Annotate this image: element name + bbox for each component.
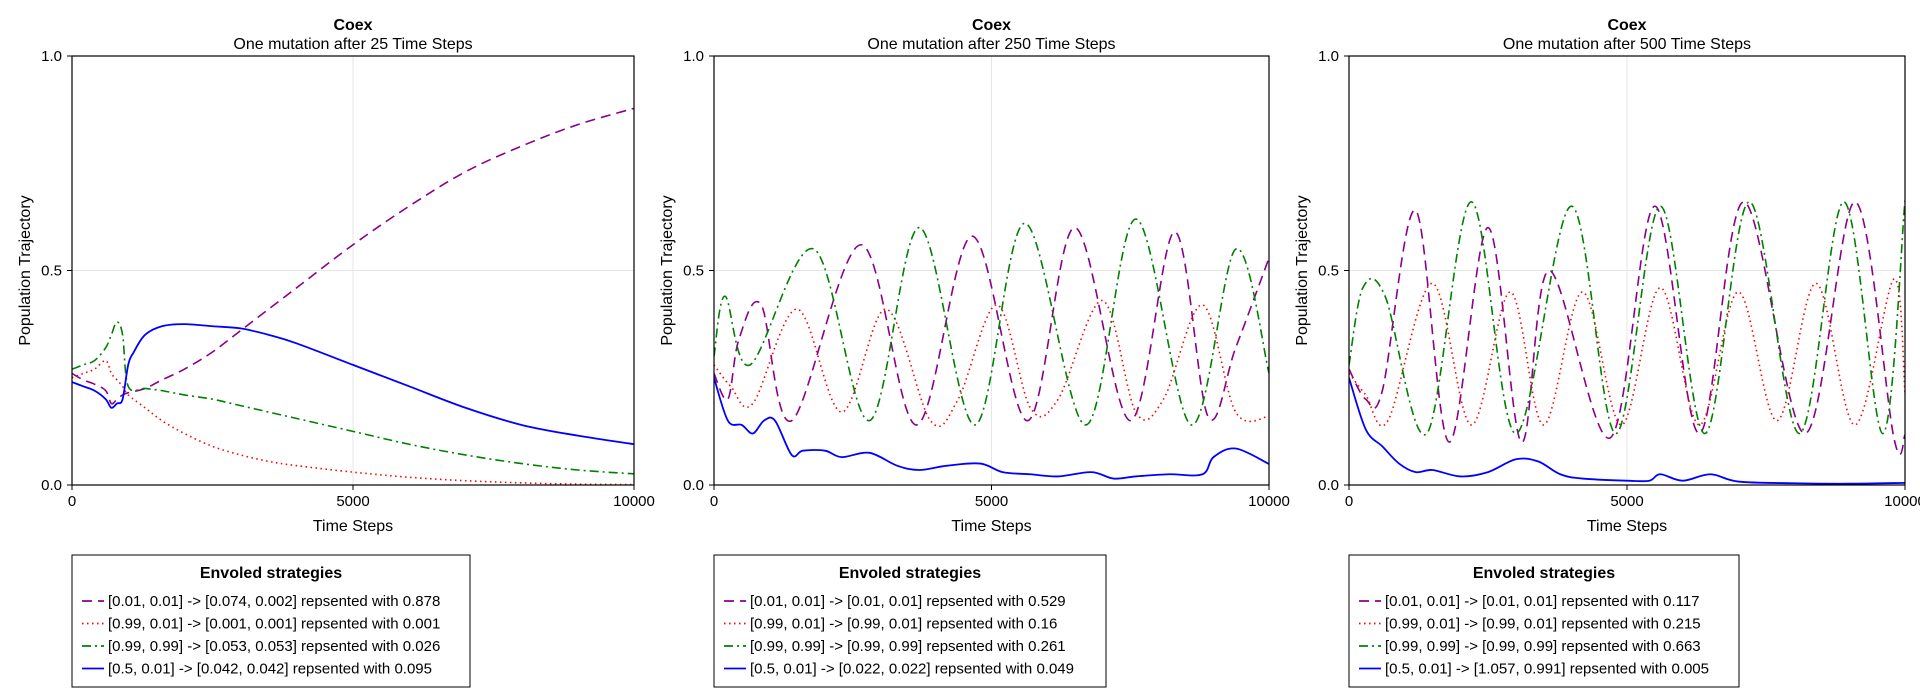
series-group <box>72 107 634 485</box>
series-group <box>1349 200 1905 485</box>
legend-box <box>713 554 1107 688</box>
chart-title: Coex <box>1607 17 1646 34</box>
series-line-3 <box>72 321 634 475</box>
x-tick-label: 10000 <box>1884 493 1920 510</box>
legend-entry-1: [0.01, 0.01] -> [0.074, 0.002] repsented… <box>108 593 440 610</box>
legend-entry-2: [0.99, 0.01] -> [0.001, 0.001] repsented… <box>108 616 440 633</box>
legend-box <box>1348 554 1740 688</box>
x-tick-label: 5000 <box>336 493 369 510</box>
series-line-1 <box>1349 201 1905 456</box>
x-axis-label: Time Steps <box>1587 518 1667 535</box>
x-tick-label: 0 <box>710 493 718 510</box>
legend-entry-3: [0.99, 0.99] -> [0.99, 0.99] repsented w… <box>1385 638 1701 655</box>
legend-entry-4: [0.5, 0.01] -> [0.042, 0.042] repsented … <box>108 661 432 678</box>
x-tick-label: 0 <box>1345 493 1353 510</box>
legend-entry-2: [0.99, 0.01] -> [0.99, 0.01] repsented w… <box>1385 616 1701 633</box>
x-axis-label: Time Steps <box>951 518 1031 535</box>
legend-title: Envoled strategies <box>1473 565 1615 582</box>
legend-entry-1: [0.01, 0.01] -> [0.01, 0.01] repsented w… <box>750 593 1066 610</box>
chart-title: Coex <box>333 17 372 34</box>
chart-panel-2: Coex One mutation after 250 Time Steps 0 50… <box>659 17 1290 688</box>
x-tick-label: 10000 <box>1248 493 1290 510</box>
legend: Envoled strategies [0.01, 0.01] -> [0.01,… <box>1348 554 1740 688</box>
chart-subtitle: One mutation after 25 Time Steps <box>233 36 472 53</box>
legend-entry-3: [0.99, 0.99] -> [0.053, 0.053] repsented… <box>108 638 440 655</box>
y-tick-label: 0.0 <box>41 477 62 494</box>
legend-title: Envoled strategies <box>839 565 981 582</box>
x-tick-label: 5000 <box>1610 493 1643 510</box>
chart-panel-1: Coex One mutation after 25 Time Steps 0 500… <box>17 17 655 688</box>
y-axis-label: Population Trajectory <box>1294 195 1311 345</box>
y-tick-label: 1.0 <box>683 48 704 65</box>
legend-entry-1: [0.01, 0.01] -> [0.01, 0.01] repsented w… <box>1385 593 1700 610</box>
y-tick-label: 0.0 <box>683 477 704 494</box>
chart-subtitle: One mutation after 250 Time Steps <box>867 36 1115 53</box>
chart-title: Coex <box>972 17 1011 34</box>
x-tick-label: 10000 <box>613 493 655 510</box>
legend-entry-4: [0.5, 0.01] -> [1.057, 0.991] repsented … <box>1385 661 1709 678</box>
x-axis-label: Time Steps <box>313 518 393 535</box>
series-group <box>714 218 1269 480</box>
y-axis-label: Population Trajectory <box>659 195 676 345</box>
legend-entry-4: [0.5, 0.01] -> [0.022, 0.022] repsented … <box>750 661 1074 678</box>
series-line-3 <box>714 218 1269 426</box>
series-line-4 <box>72 323 634 446</box>
series-line-4 <box>1349 377 1905 485</box>
legend-title: Envoled strategies <box>200 565 342 582</box>
y-tick-label: 0.5 <box>41 263 62 280</box>
legend: Envoled strategies [0.01, 0.01] -> [0.01,… <box>713 554 1107 688</box>
y-tick-label: 1.0 <box>41 48 62 65</box>
y-tick-label: 0.0 <box>1318 477 1339 494</box>
x-tick-label: 5000 <box>975 493 1008 510</box>
y-axis-label: Population Trajectory <box>17 195 34 345</box>
series-line-1 <box>714 226 1269 426</box>
series-line-3 <box>1349 200 1905 436</box>
series-line-4 <box>714 377 1269 480</box>
legend-entry-2: [0.99, 0.01] -> [0.99, 0.01] repsented w… <box>750 616 1057 633</box>
y-tick-label: 0.5 <box>1318 263 1339 280</box>
chart-panel-3: Coex One mutation after 500 Time Steps 0 50… <box>1294 17 1920 688</box>
legend-entry-3: [0.99, 0.99] -> [0.99, 0.99] repsented w… <box>750 638 1066 655</box>
legend-box <box>71 554 471 688</box>
series-line-1 <box>72 107 634 405</box>
x-tick-label: 0 <box>68 493 76 510</box>
y-tick-label: 1.0 <box>1318 48 1339 65</box>
chart-subtitle: One mutation after 500 Time Steps <box>1503 36 1751 53</box>
y-tick-label: 0.5 <box>683 263 704 280</box>
legend: Envoled strategies [0.01, 0.01] -> [0.074… <box>71 554 471 688</box>
